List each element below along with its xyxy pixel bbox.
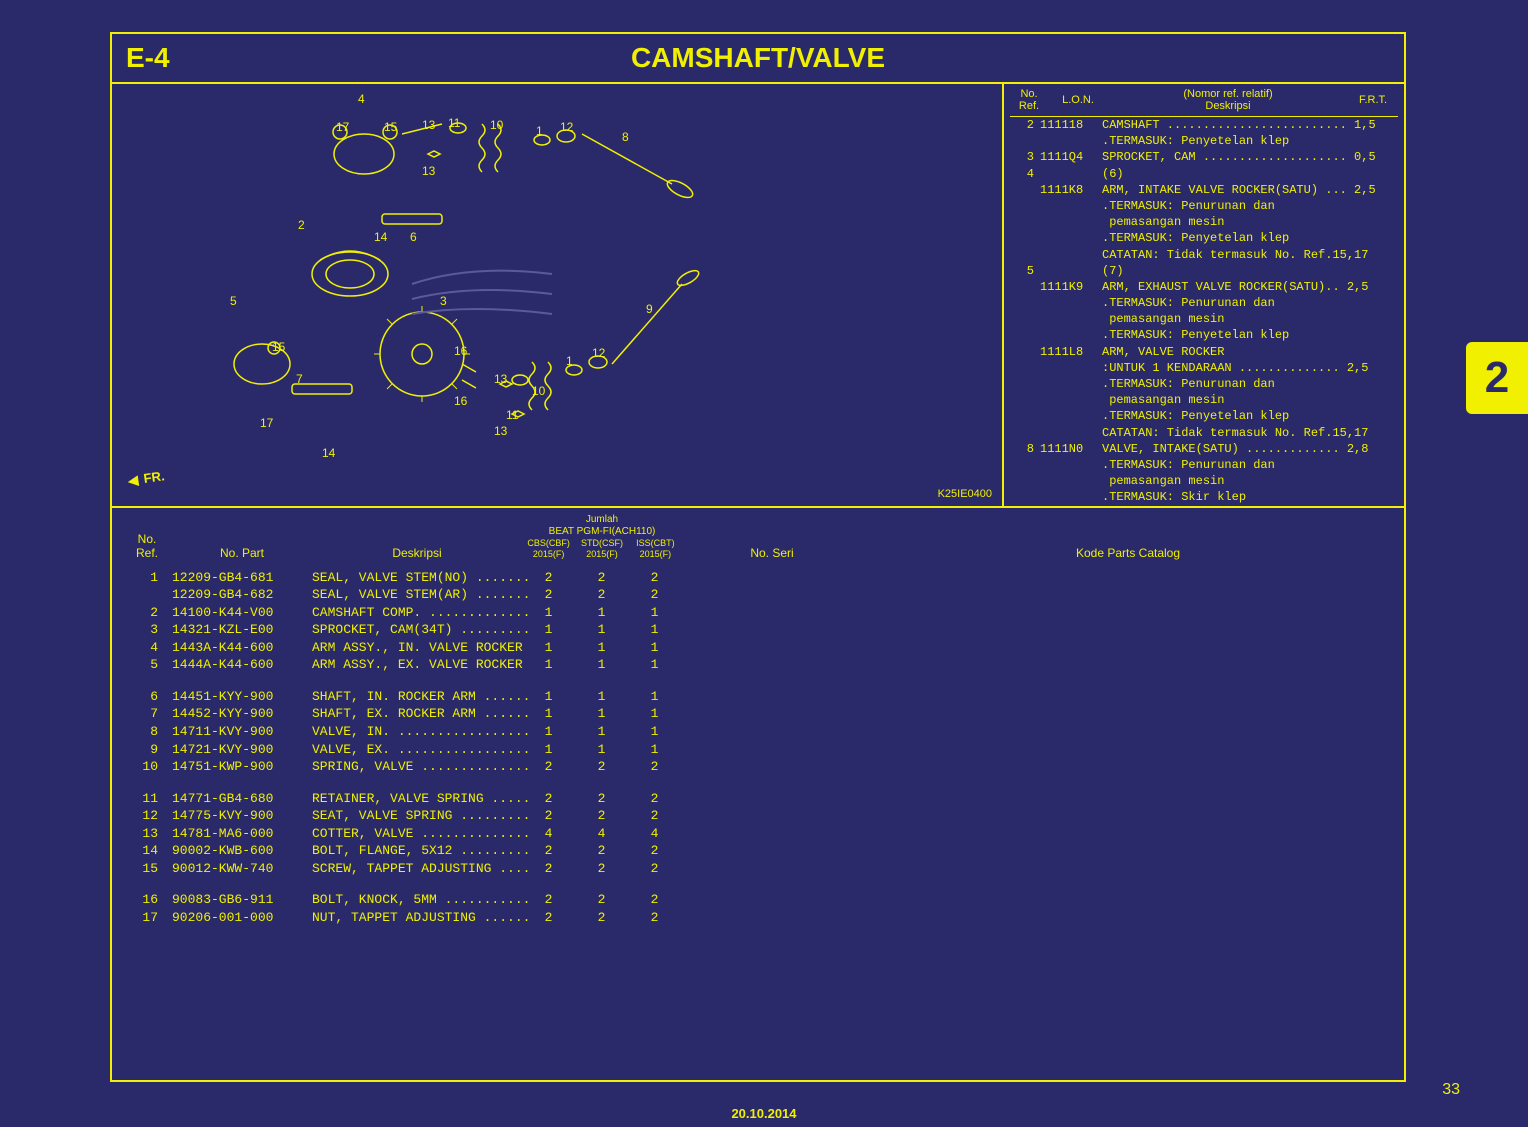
- page-number: 33: [1442, 1081, 1460, 1099]
- table-row: 41443A-K44-600ARM ASSY., IN. VALVE ROCKE…: [122, 639, 1394, 657]
- lon-row: pemasangan mesin: [1010, 392, 1398, 408]
- hdr-ref: No.Ref.: [122, 532, 172, 560]
- lon-header: No.Ref. L.O.N. (Nomor ref. relatif) Desk…: [1010, 84, 1398, 117]
- section-tab: 2: [1466, 342, 1528, 414]
- lon-row: :UNTUK 1 KENDARAAN .............. 2,5: [1010, 360, 1398, 376]
- lon-row: .TERMASUK: Penyetelan klep: [1010, 230, 1398, 246]
- table-row: 1314781-MA6-000COTTER, VALVE ...........…: [122, 825, 1394, 843]
- page-frame: E-4 CAMSHAFT/VALVE: [110, 32, 1406, 1082]
- lon-hdr-desc: (Nomor ref. relatif) Deskripsi: [1108, 88, 1348, 112]
- lon-row: .TERMASUK: Penurunan dan: [1010, 295, 1398, 311]
- table-row: 1690083-GB6-911BOLT, KNOCK, 5MM ........…: [122, 891, 1394, 909]
- lon-row: .TERMASUK: Skir klep: [1010, 489, 1398, 505]
- table-row: 914721-KVY-900VALVE, EX. ...............…: [122, 741, 1394, 759]
- callout-15: 15: [272, 340, 285, 354]
- callout-11: 11: [448, 116, 460, 130]
- callout-8: 8: [622, 130, 629, 144]
- callout-3: 3: [440, 294, 447, 308]
- callout-16: 16: [454, 344, 467, 358]
- table-row: 814711-KVY-900VALVE, IN. ...............…: [122, 723, 1394, 741]
- lon-row: .TERMASUK: Penurunan dan: [1010, 376, 1398, 392]
- upper-section: 4171513111011281321465391516121713101611…: [112, 84, 1404, 508]
- callout-10: 10: [532, 384, 545, 398]
- diagram-id: K25IE0400: [938, 488, 992, 500]
- lon-row: 1111L8ARM, VALVE ROCKER: [1010, 344, 1398, 360]
- table-row: 1490002-KWB-600BOLT, FLANGE, 5X12 ......…: [122, 842, 1394, 860]
- lon-hdr-lon: L.O.N.: [1048, 94, 1108, 106]
- section-code: E-4: [126, 42, 426, 74]
- lon-body: 2111118CAMSHAFT ........................…: [1010, 117, 1398, 506]
- table-row: 1114771-GB4-680RETAINER, VALVE SPRING ..…: [122, 790, 1394, 808]
- callout-11: 11: [506, 408, 518, 422]
- table-row: 1590012-KWW-740SCREW, TAPPET ADJUSTING .…: [122, 860, 1394, 878]
- callout-10: 10: [490, 118, 503, 132]
- callout-12: 12: [560, 120, 573, 134]
- lon-row: .TERMASUK: Penurunan dan: [1010, 457, 1398, 473]
- callout-16: 16: [454, 394, 467, 408]
- hdr-desc: Deskripsi: [312, 546, 522, 560]
- parts-table-header: No.Ref. No. Part Deskripsi Jumlah BEAT P…: [122, 508, 1394, 569]
- lon-row: CATATAN: Tidak termasuk No. Ref.15,17: [1010, 425, 1398, 441]
- callout-2: 2: [298, 218, 305, 232]
- callout-7: 7: [296, 372, 303, 386]
- table-row: 314321-KZL-E00SPROCKET, CAM(34T) .......…: [122, 621, 1394, 639]
- callout-14: 14: [322, 446, 335, 460]
- table-row: 1790206-001-000NUT, TAPPET ADJUSTING ...…: [122, 909, 1394, 927]
- diagram-svg: [112, 84, 1002, 504]
- callout-13: 13: [422, 118, 435, 132]
- lon-row: 2111118CAMSHAFT ........................…: [1010, 117, 1398, 133]
- lon-row: .TERMASUK: Penyetelan klep: [1010, 133, 1398, 149]
- parts-table-body: 112209-GB4-681SEAL, VALVE STEM(NO) .....…: [122, 569, 1394, 927]
- table-row: 12209-GB4-682SEAL, VALVE STEM(AR) ......…: [122, 586, 1394, 604]
- table-row: 614451-KYY-900SHAFT, IN. ROCKER ARM ....…: [122, 688, 1394, 706]
- table-row: 1214775-KVY-900SEAT, VALVE SPRING ......…: [122, 807, 1394, 825]
- lon-hdr-frt: F.R.T.: [1348, 94, 1398, 106]
- callout-1: 1: [536, 124, 543, 138]
- parts-table: No.Ref. No. Part Deskripsi Jumlah BEAT P…: [112, 508, 1404, 936]
- callout-4: 4: [358, 92, 365, 106]
- header-row: E-4 CAMSHAFT/VALVE: [112, 34, 1404, 84]
- hdr-seri: No. Seri: [682, 546, 862, 560]
- callout-5: 5: [230, 294, 237, 308]
- callout-17: 17: [336, 120, 349, 134]
- callout-1: 1: [566, 354, 573, 368]
- lon-row: 4(6): [1010, 166, 1398, 182]
- table-row: 112209-GB4-681SEAL, VALVE STEM(NO) .....…: [122, 569, 1394, 587]
- hdr-part: No. Part: [172, 546, 312, 560]
- lon-row: 31111Q4SPROCKET, CAM ...................…: [1010, 149, 1398, 165]
- callout-13: 13: [494, 372, 507, 386]
- callout-12: 12: [592, 346, 605, 360]
- callout-9: 9: [646, 302, 653, 316]
- exploded-diagram: 4171513111011281321465391516121713101611…: [112, 84, 1004, 506]
- lon-row: 81111N0VALVE, INTAKE(SATU) .............…: [1010, 441, 1398, 457]
- lon-row: .TERMASUK: Penyetelan klep: [1010, 327, 1398, 343]
- callout-13: 13: [494, 424, 507, 438]
- lon-row: 1111K8ARM, INTAKE VALVE ROCKER(SATU) ...…: [1010, 182, 1398, 198]
- table-row: 714452-KYY-900SHAFT, EX. ROCKER ARM ....…: [122, 705, 1394, 723]
- callout-14: 14: [374, 230, 387, 244]
- callout-15: 15: [384, 120, 397, 134]
- callout-6: 6: [410, 230, 417, 244]
- footer-date: 20.10.2014: [0, 1106, 1528, 1121]
- lon-row: pemasangan mesin: [1010, 214, 1398, 230]
- table-row: 1014751-KWP-900SPRING, VALVE ...........…: [122, 758, 1394, 776]
- lon-row: 1111K9ARM, EXHAUST VALVE ROCKER(SATU).. …: [1010, 279, 1398, 295]
- table-row: 214100-K44-V00CAMSHAFT COMP. ...........…: [122, 604, 1394, 622]
- lon-row: .TERMASUK: Penyetelan klep: [1010, 408, 1398, 424]
- lon-row: 5(7): [1010, 263, 1398, 279]
- table-row: 51444A-K44-600ARM ASSY., EX. VALVE ROCKE…: [122, 656, 1394, 674]
- lon-row: CATATAN: Tidak termasuk No. Ref.15,17: [1010, 247, 1398, 263]
- callout-13: 13: [422, 164, 435, 178]
- lon-panel: No.Ref. L.O.N. (Nomor ref. relatif) Desk…: [1004, 84, 1404, 506]
- hdr-kode: Kode Parts Catalog: [862, 546, 1394, 560]
- callout-17: 17: [260, 416, 273, 430]
- page-title: CAMSHAFT/VALVE: [426, 42, 1090, 74]
- lon-row: pemasangan mesin: [1010, 311, 1398, 327]
- hdr-qty: Jumlah BEAT PGM-FI(ACH110) CBS(CBF) 2015…: [522, 514, 682, 560]
- lon-row: .TERMASUK: Penurunan dan: [1010, 198, 1398, 214]
- lon-row: pemasangan mesin: [1010, 473, 1398, 489]
- lon-hdr-ref: No.Ref.: [1010, 88, 1048, 112]
